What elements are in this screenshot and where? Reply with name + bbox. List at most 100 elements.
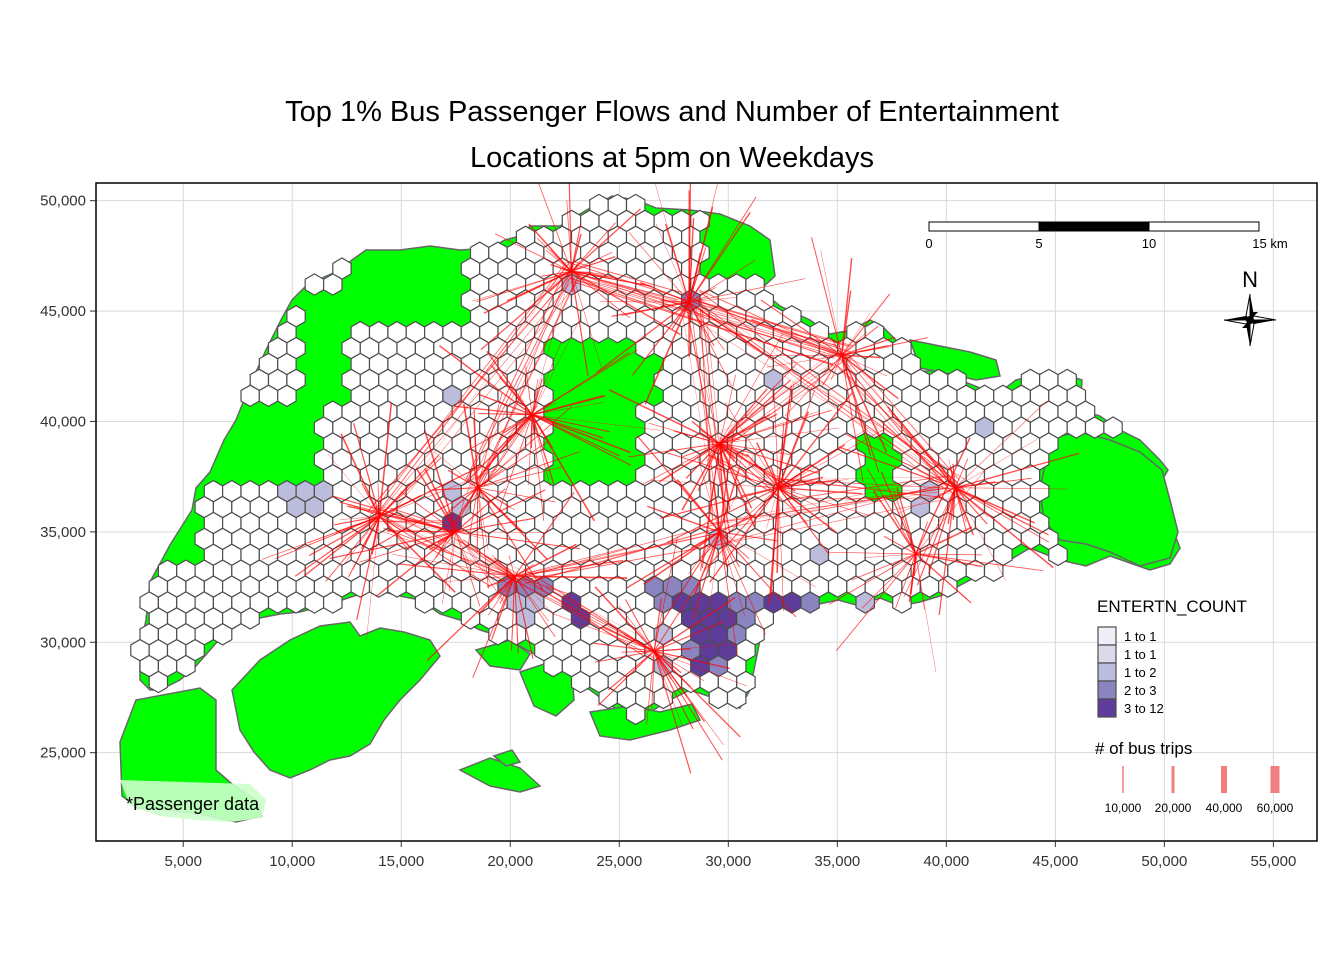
scale-label-5: 5 (1035, 236, 1042, 251)
flow-line (424, 468, 457, 533)
flow-line (692, 531, 721, 619)
flow-line (374, 507, 446, 532)
flow-line (644, 301, 690, 405)
flow-line (654, 650, 731, 670)
hexagon-cell (543, 654, 563, 678)
flow-line (720, 364, 853, 445)
x-tick-label: 50,000 (1141, 853, 1187, 870)
flow-line (531, 378, 543, 415)
flow-line (660, 487, 779, 519)
flow-line (916, 487, 956, 586)
flow-line (773, 386, 779, 488)
flow-line (521, 531, 723, 577)
flow-line (531, 414, 551, 487)
flow-line (695, 306, 731, 540)
hexagon-cell (488, 623, 508, 646)
flow-line (498, 414, 533, 513)
flow-line (477, 487, 515, 511)
flow-line (654, 644, 734, 652)
legend-fill-key (1097, 662, 1117, 682)
flow-line (719, 413, 778, 445)
flow-legend-label: 10,000 (1105, 801, 1142, 815)
flow-line (719, 363, 797, 444)
flow-legend-key (1221, 766, 1227, 793)
flow-line (387, 520, 448, 522)
hexagon-cell (625, 702, 646, 726)
hexagon-cell (827, 575, 848, 598)
flow-line (531, 349, 638, 416)
flow-line (846, 352, 960, 481)
flow-line (742, 487, 779, 497)
flow-line (777, 385, 793, 488)
flow-line (541, 270, 572, 277)
x-tick-label: 15,000 (378, 853, 424, 870)
flow-line (325, 516, 380, 582)
legend-fill-key (1097, 680, 1117, 700)
y-tick-label: 40,000 (40, 413, 86, 430)
flow-line (893, 490, 917, 555)
legend-fill-label: 1 to 2 (1124, 665, 1157, 680)
flow-line (329, 531, 456, 560)
flow-line (687, 294, 946, 484)
flow-line (531, 395, 606, 416)
flow-line (829, 553, 917, 605)
x-tick-label: 55,000 (1250, 853, 1296, 870)
flow-line (724, 402, 779, 488)
flow-line (531, 414, 604, 439)
flow-line (538, 183, 572, 272)
flow-line (477, 487, 556, 503)
flow-line (915, 526, 973, 555)
flow-line (480, 270, 572, 351)
hexagon-cell (212, 623, 233, 646)
flow-line (608, 650, 655, 691)
flow-line (519, 578, 644, 646)
flow-line (681, 443, 721, 511)
flow-line (880, 471, 917, 555)
flow-line (654, 183, 690, 303)
flow-line (778, 487, 819, 508)
hexagon-cell (240, 384, 260, 408)
flow-line (832, 343, 963, 493)
flow-line (708, 531, 720, 617)
flow-line (577, 279, 852, 361)
flow-line (486, 350, 533, 416)
flow-line (531, 414, 610, 433)
flow-line (954, 487, 968, 534)
flow-line (611, 301, 690, 317)
flow-line (852, 359, 948, 488)
scale-bar: 0 5 10 15 km (925, 221, 1288, 251)
hexagon-cell (176, 654, 196, 678)
y-tick-label: 45,000 (40, 303, 86, 320)
flow-legend-label: 60,000 (1257, 801, 1294, 815)
flow-line (778, 487, 784, 612)
map-panel (119, 183, 1181, 823)
x-axis: 5,000 10,000 15,000 20,000 25,000 30,000 35,00… (164, 841, 1296, 870)
hexagon-cell (350, 575, 371, 598)
flow-line (954, 487, 975, 536)
hexagon-cell (304, 591, 325, 614)
flow-line (367, 262, 567, 520)
flow-line (863, 553, 916, 558)
flow-line (719, 531, 746, 617)
flow-line (377, 513, 510, 585)
flow-line (545, 249, 572, 272)
flow-line (665, 451, 779, 489)
flow-line (883, 535, 917, 555)
flow-line (477, 451, 580, 489)
flow-line (570, 233, 582, 272)
hexagon-cell (267, 591, 288, 614)
flow-line (845, 433, 956, 489)
flow-line (477, 466, 563, 489)
hexagon-cell (589, 320, 609, 344)
jurong-island-polygon (231, 621, 441, 779)
flow-line (472, 575, 516, 678)
island-south-b-polygon (458, 757, 542, 793)
flow-line (954, 487, 1050, 543)
flow-legend-key (1270, 766, 1280, 793)
flow-line (688, 291, 720, 530)
flow-line (838, 446, 956, 489)
flow-line (455, 497, 465, 532)
flow-line (505, 575, 650, 651)
flow-line (465, 273, 565, 481)
